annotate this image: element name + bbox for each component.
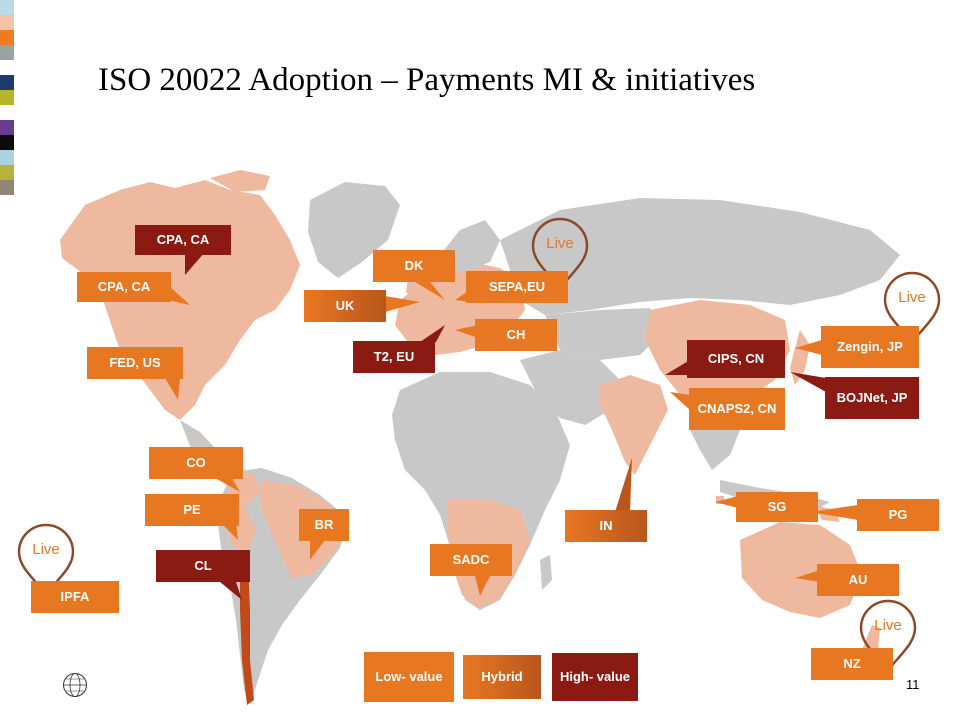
label-cl: CL (156, 550, 250, 582)
live-text-europe: Live (546, 235, 574, 252)
map-arctic-islands (210, 170, 270, 192)
label-bojnet-jp: BOJNet, JP (825, 377, 919, 419)
pointer-ch (455, 325, 478, 338)
stripe-2 (0, 30, 14, 45)
label-br: BR (299, 509, 349, 541)
pointer-pe (220, 522, 238, 540)
map-central-asia (545, 308, 660, 360)
pointer-co (215, 478, 240, 492)
map-middle-east (520, 350, 625, 425)
map-india (600, 375, 668, 475)
label-uk: UK (304, 290, 386, 322)
label-fed-us: FED, US (87, 347, 183, 379)
label-ch: CH (475, 319, 557, 351)
stripe-1 (0, 15, 14, 30)
live-text-ipfa: Live (32, 541, 60, 558)
stripe-12 (0, 180, 14, 195)
pointer-uk (385, 296, 420, 312)
stripe-9 (0, 135, 14, 150)
pointer-in (615, 458, 632, 512)
map-madagascar (540, 555, 552, 590)
pointer-t2 (420, 325, 445, 342)
pointer-cips (665, 360, 690, 375)
swift-globe-icon (63, 673, 87, 697)
stripe-11 (0, 165, 14, 180)
stripe-7 (0, 105, 14, 120)
stripe-5 (0, 75, 14, 90)
slide-title: ISO 20022 Adoption – Payments MI & initi… (98, 62, 756, 98)
label-dk: DK (373, 250, 455, 282)
live-text-nz: Live (874, 617, 902, 634)
stripe-3 (0, 45, 14, 60)
pointer-zengin (795, 340, 822, 355)
map-chile (240, 560, 254, 705)
pointer-cpa-ca-1 (185, 252, 205, 275)
stripe-0 (0, 0, 14, 15)
label-pg: PG (857, 499, 939, 531)
map-japan (790, 330, 810, 385)
stripe-8 (0, 120, 14, 135)
map-russia (500, 198, 900, 315)
label-co: CO (149, 447, 243, 479)
pointer-cl (220, 582, 242, 600)
label-sadc: SADC (430, 544, 512, 576)
pointer-au (795, 570, 820, 582)
pointer-dk (415, 282, 445, 300)
label-pe: PE (145, 494, 239, 526)
legend-high-value: High- value (552, 653, 638, 701)
stripe-4 (0, 60, 14, 75)
map-alaska (60, 195, 118, 265)
decorative-stripes (0, 0, 14, 195)
pointer-fed-us (165, 378, 180, 400)
pointer-sg (715, 496, 738, 508)
pointer-pg (810, 505, 858, 520)
legend-low-value: Low- value (364, 652, 454, 702)
label-au: AU (817, 564, 899, 596)
label-cnaps2-cn: CNAPS2, CN (689, 388, 785, 430)
label-ipfa: IPFA (31, 581, 119, 613)
live-text-japan: Live (898, 289, 926, 306)
pointer-cpa-ca-2 (168, 285, 190, 305)
label-in: IN (565, 510, 647, 542)
pointer-sadc (475, 576, 490, 596)
pointer-bojnet (790, 372, 826, 392)
stripe-10 (0, 150, 14, 165)
label-sg: SG (736, 492, 818, 522)
map-greenland (308, 182, 400, 278)
stripe-6 (0, 90, 14, 105)
label-t2-eu: T2, EU (353, 341, 435, 373)
label-cpa-ca-high: CPA, CA (135, 225, 231, 255)
label-cips-cn: CIPS, CN (687, 340, 785, 378)
label-cpa-ca-low: CPA, CA (77, 272, 171, 302)
page-number: 11 (906, 677, 920, 692)
label-zengin-jp: Zengin, JP (821, 326, 919, 368)
pointer-br (310, 540, 325, 560)
map-scandinavia (440, 220, 500, 272)
pointer-cnaps (670, 392, 690, 410)
label-nz: NZ (811, 648, 893, 680)
label-sepa-eu: SEPA,EU (466, 271, 568, 303)
legend-hybrid: Hybrid (463, 655, 541, 699)
